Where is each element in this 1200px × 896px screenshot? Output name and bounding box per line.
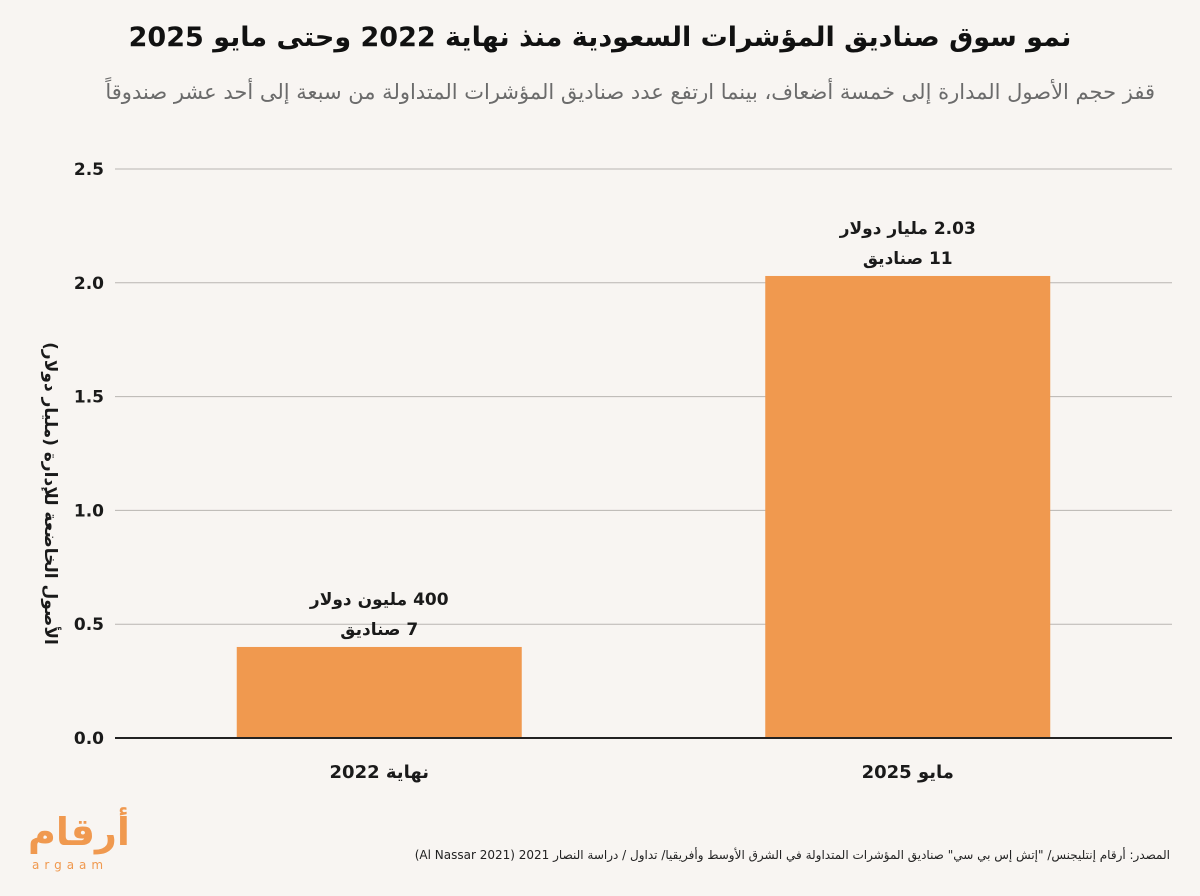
y-tick-label: 0.5: [74, 615, 104, 635]
data-label: 11 صناديق: [863, 249, 953, 269]
logo-latin-text: argaam: [32, 858, 109, 872]
data-label: 400 مليون دولار: [309, 590, 449, 610]
y-tick-label: 2.0: [74, 274, 104, 294]
chart-subtitle: قفز حجم الأصول المدارة إلى خمسة أضعاف، ب…: [105, 80, 1155, 104]
y-tick-label: 1.0: [74, 501, 104, 521]
argaam-logo[interactable]: أرقام argaam: [28, 810, 148, 874]
y-tick-label: 1.5: [74, 388, 104, 408]
bar: [765, 275, 1051, 738]
y-tick-label: 0.0: [74, 729, 104, 749]
logo-arabic-text: أرقام: [28, 810, 130, 854]
bar-chart: 0.0 0.5 1.0 1.5 2.0 2.5 الأصول الخاضعة للإدارة…: [40, 160, 1172, 783]
bar: [236, 646, 522, 738]
chart-title: نمو سوق صناديق المؤشرات السعودية منذ نها…: [128, 22, 1072, 53]
data-label: 7 صناديق: [340, 620, 418, 640]
source-note: المصدر: أرقام إنتليجنس/ "إتش إس بي سي" ص…: [414, 848, 1170, 862]
x-tick-label: مايو 2025: [862, 762, 954, 783]
data-label: 2.03 مليار دولار: [839, 219, 976, 239]
x-tick-label: نهاية 2022: [330, 762, 429, 783]
y-axis-label: الأصول الخاضعة للإدارة (مليار دولار): [40, 342, 61, 645]
y-tick-label: 2.5: [74, 160, 104, 180]
